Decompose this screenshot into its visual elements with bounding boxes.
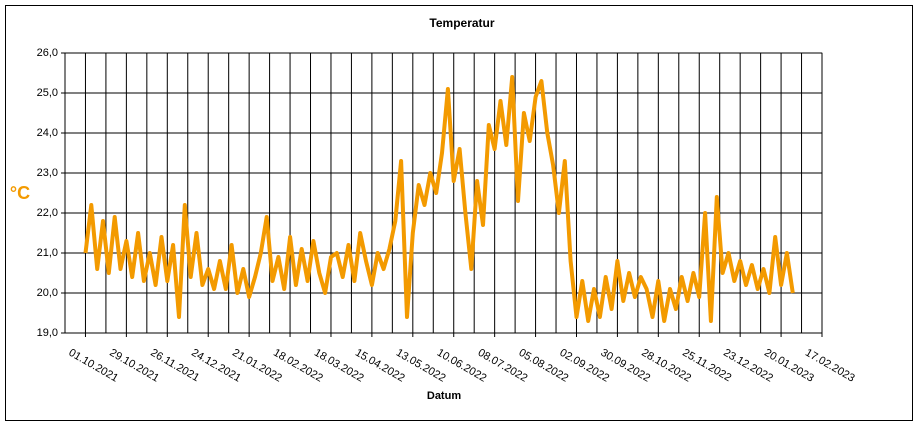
chart-title: Temperatur bbox=[429, 16, 494, 30]
y-tick-label: 26,0 bbox=[37, 47, 58, 59]
y-tick-label: 25,0 bbox=[37, 87, 58, 99]
y-tick-label: 23,0 bbox=[37, 167, 58, 179]
y-tick-label: 22,0 bbox=[37, 207, 58, 219]
y-tick-label: 19,0 bbox=[37, 327, 58, 339]
x-axis-title: Datum bbox=[427, 390, 461, 402]
y-tick-label: 20,0 bbox=[37, 287, 58, 299]
y-tick-label: 21,0 bbox=[37, 247, 58, 259]
y-tick-label: 24,0 bbox=[37, 127, 58, 139]
temperature-line bbox=[83, 75, 795, 323]
y-axis-title: °C bbox=[10, 183, 30, 203]
